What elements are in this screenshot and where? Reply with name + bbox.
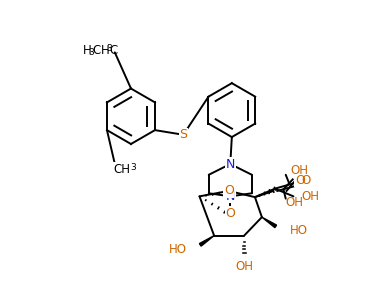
Text: C: C	[109, 44, 118, 57]
Text: OH: OH	[285, 196, 303, 209]
Text: HO: HO	[169, 243, 187, 256]
Text: OH: OH	[301, 190, 319, 203]
Text: H: H	[83, 43, 92, 57]
Text: O: O	[301, 174, 311, 187]
Text: N: N	[226, 190, 235, 203]
Text: OH: OH	[290, 164, 308, 177]
Text: 3: 3	[106, 44, 112, 53]
Text: 3: 3	[89, 48, 94, 57]
Text: N: N	[226, 157, 235, 171]
Text: H: H	[101, 44, 110, 57]
Polygon shape	[262, 217, 277, 228]
Text: CH: CH	[113, 163, 130, 176]
Polygon shape	[199, 236, 214, 246]
Text: HO: HO	[290, 224, 307, 237]
Text: OH: OH	[235, 260, 253, 273]
Text: O: O	[295, 174, 305, 187]
Text: C: C	[93, 43, 101, 57]
Text: S: S	[179, 128, 187, 141]
Text: O: O	[224, 184, 234, 197]
Text: 3: 3	[130, 163, 136, 172]
Text: O: O	[225, 207, 235, 220]
